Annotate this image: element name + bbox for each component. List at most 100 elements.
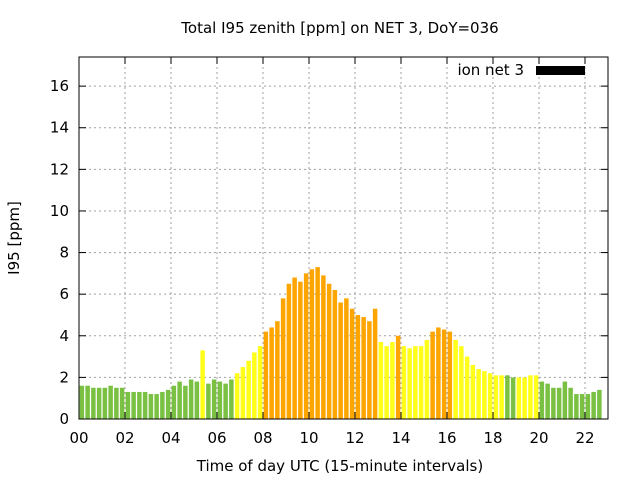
bar — [378, 342, 384, 419]
bar — [206, 383, 211, 419]
legend: ion net 3 — [457, 61, 585, 79]
bar — [85, 385, 90, 419]
bar — [372, 308, 378, 419]
plot-frame — [78, 56, 609, 420]
bar — [280, 298, 286, 419]
bar — [579, 394, 585, 419]
bar — [246, 360, 251, 419]
bar — [482, 371, 487, 419]
x-tick-label: 18 — [483, 429, 502, 447]
bar — [476, 369, 481, 419]
x-tick-label: 04 — [161, 429, 180, 447]
bar — [338, 302, 343, 419]
bar — [137, 391, 142, 419]
bar — [125, 391, 131, 419]
bar — [188, 379, 194, 419]
bar — [177, 381, 182, 419]
bars — [79, 267, 602, 419]
bar — [556, 387, 562, 419]
bar — [424, 339, 430, 419]
bar — [223, 383, 228, 419]
bar — [160, 391, 165, 419]
y-tick-label: 14 — [50, 119, 69, 137]
bar — [96, 387, 102, 419]
bar — [229, 379, 234, 419]
y-tick-label: 0 — [59, 410, 69, 428]
bar — [441, 329, 447, 419]
bar — [91, 387, 96, 419]
bar — [574, 394, 579, 419]
bar — [533, 375, 539, 419]
bar — [79, 385, 85, 419]
chart-title: Total I95 zenith [ppm] on NET 3, DoY=036 — [180, 19, 498, 37]
bar — [505, 375, 510, 419]
x-tick-label: 06 — [207, 429, 226, 447]
bar — [499, 375, 504, 419]
bar — [114, 387, 119, 419]
bar — [321, 275, 326, 419]
bar — [401, 346, 407, 419]
x-tick-label: 14 — [391, 429, 410, 447]
bar — [326, 283, 332, 419]
y-tick-label: 6 — [59, 285, 69, 303]
y-axis-label: I95 [ppm] — [5, 201, 23, 275]
bar — [298, 281, 303, 419]
bar — [545, 383, 550, 419]
x-tick-label: 02 — [115, 429, 134, 447]
legend-label: ion net 3 — [457, 61, 524, 79]
y-tick-label: 10 — [50, 202, 69, 220]
y-tick-label: 8 — [59, 244, 69, 262]
bar — [154, 394, 159, 419]
bar — [459, 346, 464, 419]
bar — [597, 389, 602, 419]
bar — [211, 379, 217, 419]
y-tick-label: 12 — [50, 160, 69, 178]
bar — [292, 277, 297, 419]
y-tick-label: 16 — [50, 77, 69, 95]
bar — [131, 391, 136, 419]
bar — [275, 321, 280, 419]
bar — [522, 377, 527, 419]
x-tick-label: 16 — [437, 429, 456, 447]
bar — [568, 387, 573, 419]
bar — [528, 375, 533, 419]
bar — [200, 350, 205, 419]
bar — [436, 327, 441, 419]
bar — [286, 283, 292, 419]
bar — [470, 364, 476, 419]
bar — [257, 346, 263, 419]
bar — [407, 348, 412, 419]
x-tick-label: 22 — [575, 429, 594, 447]
bar — [240, 366, 246, 419]
bar — [303, 273, 309, 419]
x-tick-label: 20 — [529, 429, 548, 447]
legend-swatch — [536, 66, 585, 75]
bar — [194, 381, 200, 419]
bar — [234, 373, 240, 419]
x-tick-label: 10 — [299, 429, 318, 447]
bar — [165, 389, 171, 419]
bar — [413, 346, 418, 419]
bar — [493, 375, 499, 419]
bar — [108, 385, 113, 419]
bar — [562, 381, 568, 419]
bar — [361, 317, 366, 419]
y-tick-label: 2 — [59, 368, 69, 386]
bar — [510, 377, 516, 419]
bar — [487, 373, 493, 419]
bar — [430, 331, 435, 419]
bar — [464, 356, 470, 419]
y-tick-label: 4 — [59, 327, 69, 345]
bar — [332, 290, 338, 419]
bar — [551, 387, 556, 419]
x-axis-label: Time of day UTC (15-minute intervals) — [196, 457, 483, 475]
bar — [591, 391, 596, 419]
bar — [344, 298, 349, 419]
bar — [516, 377, 522, 419]
bar — [148, 394, 154, 419]
bar — [384, 346, 389, 419]
bar — [119, 387, 125, 419]
bar — [539, 381, 545, 419]
